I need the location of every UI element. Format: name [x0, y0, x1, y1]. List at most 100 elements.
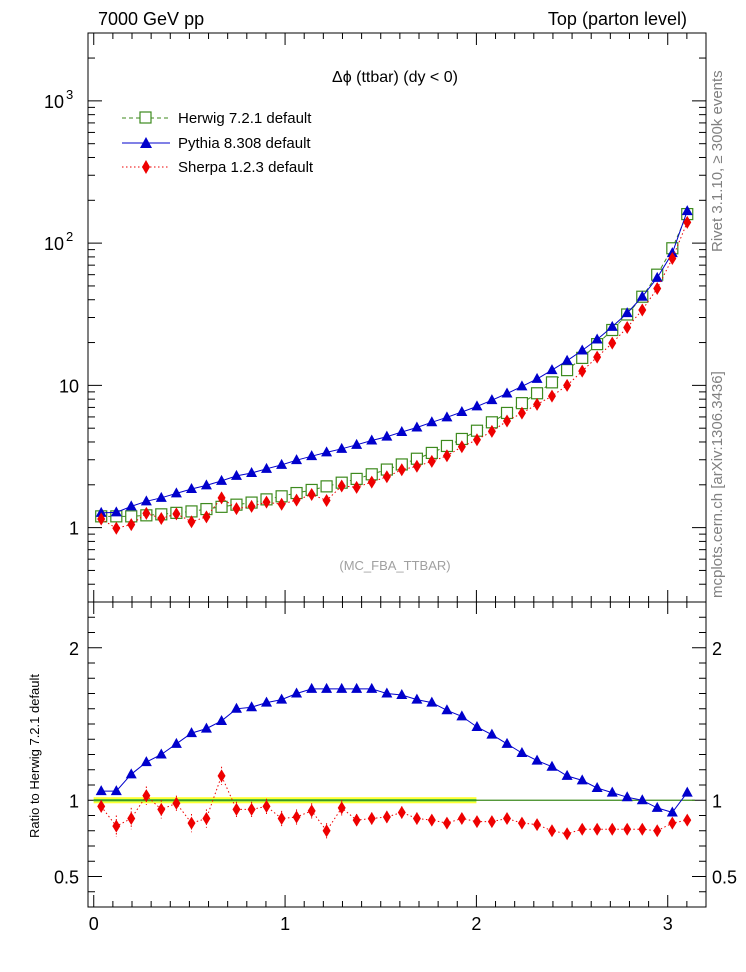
data-point	[307, 487, 316, 501]
data-point	[396, 426, 408, 437]
mcplots-label: mcplots.cern.ch [arXiv:1306.3436]	[709, 371, 726, 598]
legend-herwig-label: Herwig 7.2.1 default	[178, 110, 312, 127]
legend-sherpa-marker	[142, 160, 150, 174]
data-point	[170, 487, 182, 498]
y-tick-exponent: 3	[66, 87, 73, 102]
data-point	[411, 421, 423, 432]
data-point	[441, 411, 453, 422]
rivet-label: Rivet 3.1.10, ≥ 300k events	[709, 70, 726, 252]
data-point	[517, 406, 526, 420]
data-point	[487, 424, 496, 438]
ratio-point	[653, 824, 662, 838]
ratio-point	[412, 812, 421, 826]
data-point	[112, 521, 121, 535]
data-point	[638, 303, 647, 317]
data-point	[200, 479, 212, 490]
data-point	[277, 497, 286, 511]
ratio-point	[125, 768, 137, 779]
data-point	[351, 438, 363, 449]
ratio-point	[608, 822, 617, 836]
ratio-point	[636, 794, 648, 805]
ratio-point	[110, 785, 122, 796]
ratio-point	[382, 810, 391, 824]
x-tick-label: 1	[280, 914, 290, 934]
data-point	[516, 380, 528, 391]
data-point	[186, 482, 198, 493]
data-point	[608, 336, 617, 350]
data-point	[456, 405, 468, 416]
data-point	[291, 454, 303, 465]
data-point	[681, 205, 693, 216]
data-point	[412, 459, 421, 473]
data-point	[683, 215, 692, 229]
ratio-point	[471, 721, 483, 732]
ratio-point	[262, 799, 271, 813]
ratio-point	[396, 689, 408, 700]
data-point	[593, 350, 602, 364]
data-point	[621, 307, 633, 318]
ratio-point	[127, 812, 136, 826]
data-point	[503, 414, 512, 428]
ratio-point	[261, 696, 273, 707]
ratio-point	[306, 682, 318, 693]
ratio-point	[157, 802, 166, 816]
data-point	[591, 333, 603, 344]
ratio-y-tick-label: 0.5	[54, 868, 79, 888]
data-point	[668, 251, 677, 265]
ratio-point	[666, 806, 678, 817]
data-point	[501, 387, 513, 398]
data-point	[216, 474, 228, 485]
ratio-point	[531, 754, 543, 765]
data-point	[606, 320, 618, 331]
data-point	[381, 430, 393, 441]
ratio-point	[546, 760, 558, 771]
ratio-y-tick-label: 1	[69, 791, 79, 811]
data-point	[442, 449, 451, 463]
ratio-point	[638, 822, 647, 836]
ratio-point	[366, 682, 378, 693]
data-point	[306, 450, 318, 461]
ratio-point	[337, 801, 346, 815]
data-point	[110, 506, 122, 517]
ratio-point	[501, 737, 513, 748]
data-point	[320, 480, 333, 493]
data-point	[232, 502, 241, 516]
data-point	[546, 364, 558, 375]
data-point	[547, 389, 556, 403]
ratio-point	[487, 815, 496, 829]
ratio-point	[336, 682, 348, 693]
legend-herwig-marker	[139, 111, 152, 124]
ratio-point	[230, 702, 242, 713]
ratio-y-tick-label-right: 0.5	[712, 868, 737, 888]
ratio-point	[140, 756, 152, 767]
ratio-point	[170, 737, 182, 748]
ratio-point	[352, 813, 361, 827]
data-point	[367, 475, 376, 489]
data-point	[397, 463, 406, 477]
data-point	[576, 344, 588, 355]
data-point	[142, 506, 151, 520]
ratio-point	[593, 822, 602, 836]
ratio-point	[563, 827, 572, 841]
ratio-point	[112, 819, 121, 833]
data-point	[127, 518, 136, 532]
ratio-point	[246, 701, 258, 712]
data-point	[140, 495, 152, 506]
data-point	[427, 454, 436, 468]
data-point	[155, 491, 167, 502]
data-point	[366, 434, 378, 445]
data-point	[560, 364, 574, 377]
ratio-point	[681, 786, 693, 797]
plot-title: Δϕ (ttbar) (dy < 0)	[332, 69, 458, 86]
ratio-point	[561, 769, 573, 780]
data-point	[533, 397, 542, 411]
ratio-point	[651, 801, 663, 812]
ratio-point	[172, 796, 181, 810]
y-tick-label: 10	[59, 376, 79, 396]
data-point	[457, 440, 466, 454]
ratio-point	[217, 769, 226, 783]
data-point	[261, 462, 273, 473]
data-point	[486, 394, 498, 405]
ratio-point	[516, 746, 528, 757]
